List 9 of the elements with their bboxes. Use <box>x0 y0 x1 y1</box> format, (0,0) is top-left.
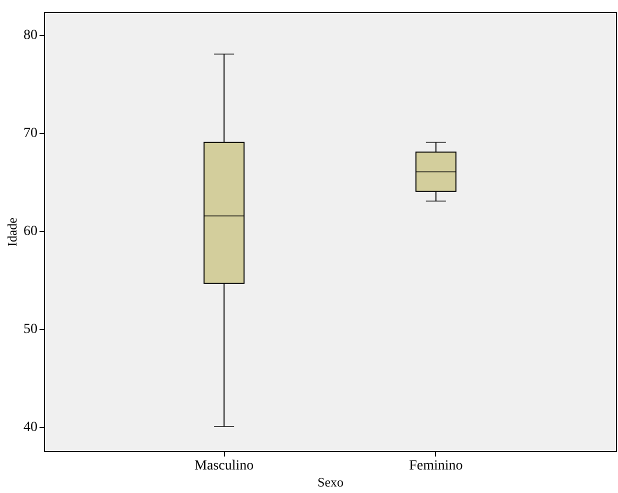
y-tick-label: 80 <box>24 28 38 44</box>
y-tick-label: 70 <box>24 126 38 142</box>
y-tick-label: 40 <box>24 420 38 435</box>
x-axis-title: Sexo <box>318 474 344 490</box>
y-tick-label: 50 <box>24 322 38 338</box>
y-tick-label: 60 <box>24 224 38 240</box>
y-axis-title: Idade <box>4 217 20 246</box>
x-tick-label: Masculino <box>194 458 254 474</box>
x-tick-label: Feminino <box>409 458 463 474</box>
